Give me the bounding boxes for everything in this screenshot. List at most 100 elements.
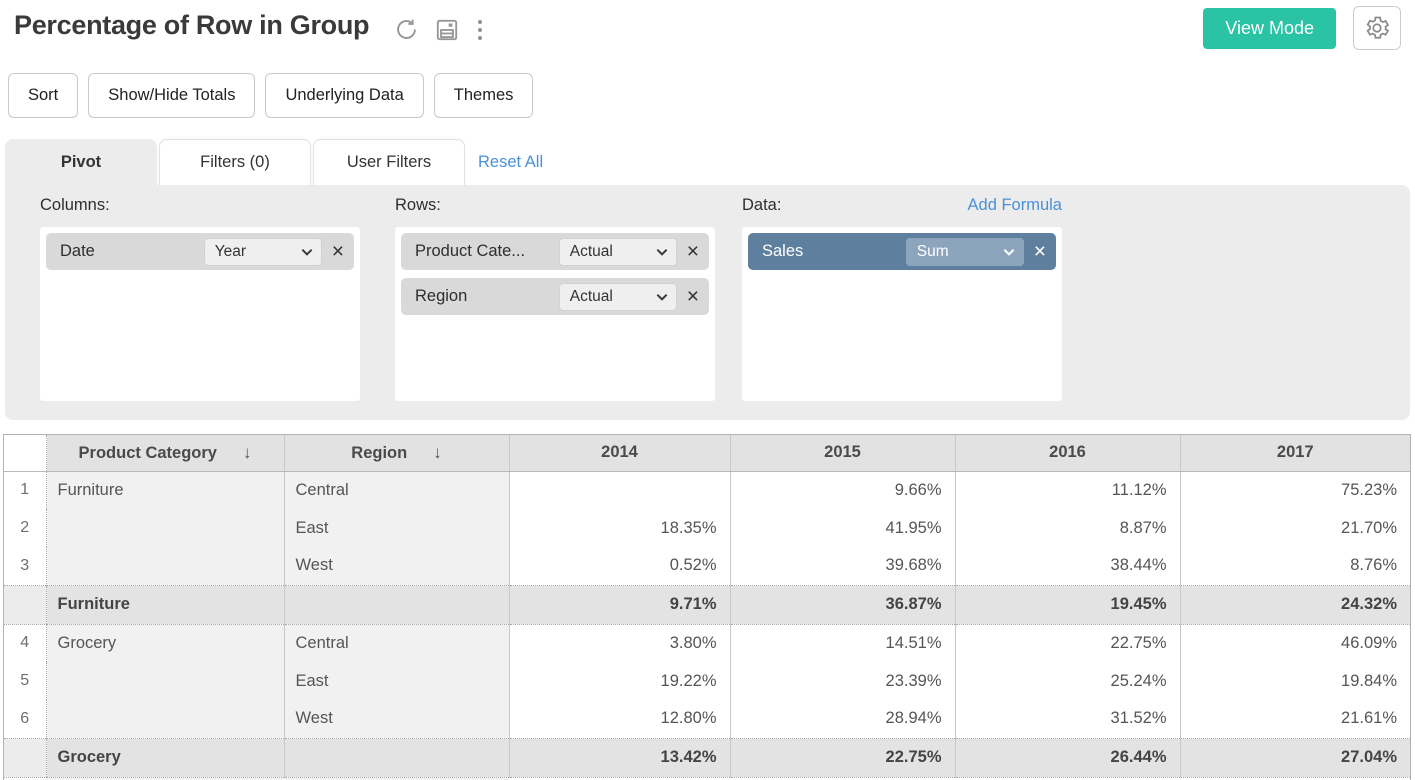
value-cell: 27.04% <box>1179 737 1410 778</box>
value-cell: 12.80% <box>508 700 730 738</box>
pivot-table: Product Category ↓ Region ↓ 2014 2015 2016 2017… <box>3 434 1411 780</box>
category-cell: Furniture <box>45 471 284 509</box>
field-chip-product-category[interactable]: Product Cate... Actual × <box>401 233 709 270</box>
category-cell <box>45 700 284 738</box>
header-bar: Percentage of Row in Group View Mode <box>0 0 1415 58</box>
value-cell: 21.61% <box>1179 700 1410 738</box>
tab-filters[interactable]: Filters (0) <box>159 139 311 185</box>
date-granularity-select[interactable]: Year <box>203 237 322 266</box>
value-cell: 3.80% <box>508 624 730 662</box>
value-cell: 39.68% <box>729 547 955 585</box>
table-total-row: Grocery 13.42% 22.75% 26.44% 27.04% <box>4 737 1410 778</box>
sales-aggregate-select[interactable]: Sum <box>905 237 1024 266</box>
field-name: Date <box>60 242 95 260</box>
gear-icon <box>1366 16 1390 39</box>
sort-desc-icon[interactable]: ↓ <box>242 442 252 462</box>
region-cell <box>283 584 509 625</box>
value-cell: 8.87% <box>954 509 1180 547</box>
save-icon[interactable] <box>434 17 460 43</box>
data-section: Data: Add Formula Sales Sum × <box>742 192 1062 420</box>
chevron-down-icon <box>656 248 668 256</box>
chevron-down-icon <box>656 293 668 301</box>
selected-option: Year <box>214 242 247 260</box>
column-header[interactable]: Product Category ↓ <box>45 435 284 472</box>
underlying-data-button[interactable]: Underlying Data <box>265 73 424 118</box>
field-chip-region[interactable]: Region Actual × <box>401 278 709 315</box>
row-number-header <box>4 435 46 472</box>
tab-pivot[interactable]: Pivot <box>5 139 157 185</box>
value-cell: 14.51% <box>729 624 955 662</box>
value-cell: 36.87% <box>729 584 955 625</box>
value-cell: 19.22% <box>508 662 730 700</box>
remove-field-icon[interactable]: × <box>686 240 699 263</box>
region-mode-select[interactable]: Actual <box>558 282 677 311</box>
reset-all-link[interactable]: Reset All <box>478 152 544 171</box>
region-cell <box>283 737 509 778</box>
row-number: 2 <box>4 509 46 547</box>
page-title: Percentage of Row in Group <box>14 10 370 40</box>
table-row: 5 East 19.22% 23.39% 25.24% 19.84% <box>4 662 1410 700</box>
rows-label: Rows: <box>395 195 441 214</box>
remove-field-icon[interactable]: × <box>1033 240 1046 263</box>
view-mode-button[interactable]: View Mode <box>1203 7 1336 49</box>
column-header-label: 2016 <box>1049 443 1086 462</box>
field-name: Sales <box>762 242 804 260</box>
row-number: 6 <box>4 700 46 738</box>
row-number <box>4 737 46 778</box>
add-formula-link[interactable]: Add Formula <box>967 195 1062 214</box>
column-header[interactable]: Region ↓ <box>283 435 509 472</box>
kebab-menu-icon[interactable] <box>474 18 486 42</box>
row-number: 4 <box>4 624 46 662</box>
table-row: 4 Grocery Central 3.80% 14.51% 22.75% 46.09% <box>4 624 1410 662</box>
sort-desc-icon[interactable]: ↓ <box>433 442 442 462</box>
data-dropzone[interactable]: Sales Sum × <box>742 227 1062 401</box>
column-header-label: 2015 <box>824 443 861 462</box>
column-header-label: 2014 <box>601 443 638 462</box>
tab-bar: Pivot Filters (0) User Filters Reset All <box>5 139 1415 185</box>
refresh-icon[interactable] <box>393 16 420 43</box>
chevron-down-icon <box>1003 248 1015 256</box>
column-header-label: Product Category <box>78 443 217 462</box>
category-cell <box>45 662 284 700</box>
table-row: 6 West 12.80% 28.94% 31.52% 21.61% <box>4 700 1410 738</box>
rows-section: Rows: Product Cate... Actual × Region Ac… <box>395 192 715 420</box>
column-header[interactable]: 2015 <box>729 435 955 472</box>
header-icons <box>393 6 486 43</box>
pivot-builder-panel: Columns: Date Year × Rows: Product Cate.… <box>5 185 1410 420</box>
value-cell: 28.94% <box>729 700 955 738</box>
selected-option: Actual <box>569 287 613 305</box>
region-cell: East <box>283 662 509 700</box>
region-cell: East <box>283 509 509 547</box>
field-name: Region <box>415 287 468 305</box>
value-cell: 0.52% <box>508 547 730 585</box>
category-cell <box>45 509 284 547</box>
settings-gear-button[interactable] <box>1353 6 1401 50</box>
field-name: Product Cate... <box>415 242 526 260</box>
chevron-down-icon <box>301 248 313 256</box>
data-label: Data: <box>742 195 782 214</box>
column-header-label: 2017 <box>1276 443 1314 462</box>
column-header[interactable]: 2017 <box>1179 435 1410 472</box>
value-cell: 19.84% <box>1179 662 1410 700</box>
category-cell: Furniture <box>45 584 284 625</box>
tab-user-filters[interactable]: User Filters <box>313 139 465 185</box>
column-header[interactable]: 2016 <box>954 435 1180 472</box>
field-chip-date[interactable]: Date Year × <box>46 233 354 270</box>
rows-dropzone[interactable]: Product Cate... Actual × Region Actual × <box>395 227 715 401</box>
remove-field-icon[interactable]: × <box>686 285 699 308</box>
columns-label: Columns: <box>40 195 110 214</box>
column-header[interactable]: 2014 <box>508 435 730 472</box>
show-hide-totals-button[interactable]: Show/Hide Totals <box>88 73 256 118</box>
row-number: 5 <box>4 662 46 700</box>
field-chip-sales[interactable]: Sales Sum × <box>748 233 1056 270</box>
themes-button[interactable]: Themes <box>433 73 534 118</box>
columns-dropzone[interactable]: Date Year × <box>40 227 360 401</box>
value-cell: 9.71% <box>508 584 730 625</box>
remove-field-icon[interactable]: × <box>331 240 344 263</box>
sort-button[interactable]: Sort <box>8 73 79 118</box>
value-cell: 46.09% <box>1179 624 1410 662</box>
value-cell: 24.32% <box>1179 584 1410 625</box>
product-category-mode-select[interactable]: Actual <box>558 237 677 266</box>
value-cell: 8.76% <box>1179 547 1410 585</box>
row-number: 1 <box>4 471 46 509</box>
